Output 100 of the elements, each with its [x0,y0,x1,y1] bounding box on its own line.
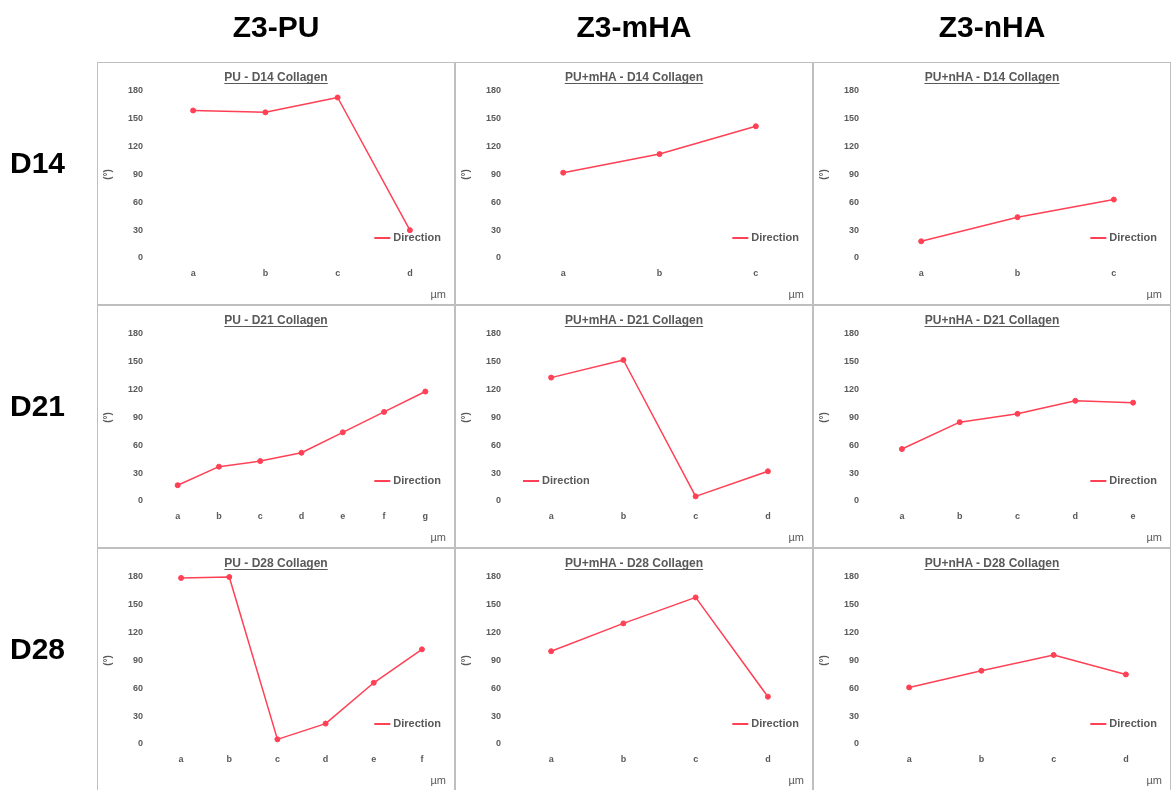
y-tick-label: 0 [854,252,860,263]
y-tick-label: 120 [843,384,860,395]
x-tick-label: c [1111,267,1117,278]
x-axis-title: µm [1146,288,1162,301]
y-tick-label: 30 [491,710,502,721]
y-axis-title: (°) [101,655,113,666]
y-tick-label: 180 [843,85,860,96]
y-tick-label: 180 [127,328,144,339]
chart-title: PU+mHA - D21 Collagen [565,313,703,327]
x-tick-label: a [906,753,913,764]
x-tick-label: d [1123,753,1129,764]
y-tick-label: 90 [491,168,502,179]
y-axis-title: (°) [817,655,829,666]
x-tick-label: d [1072,510,1079,521]
y-axis-title: (°) [459,655,471,666]
x-axis-title: µm [430,774,446,787]
x-tick-label: a [899,510,906,521]
y-tick-label: 0 [854,738,860,749]
x-tick-label: b [620,753,627,764]
x-tick-label: d [298,510,305,521]
y-tick-label: 90 [491,654,502,665]
text: Z3-nHA [937,10,1047,44]
text: Z3-mHA [575,10,693,44]
y-tick-label: 150 [485,356,502,367]
x-tick-label: c [693,753,699,764]
x-axis-title: µm [1146,774,1162,787]
x-tick-label: b [1014,267,1021,278]
y-tick-label: 60 [491,439,502,450]
y-tick-label: 90 [849,168,860,179]
y-tick-label: 60 [491,682,502,693]
x-axis-title: µm [430,531,446,544]
x-tick-label: d [407,267,413,278]
legend-label: Direction [542,474,590,487]
y-tick-label: 120 [485,627,502,638]
y-tick-label: 30 [133,224,144,235]
y-tick-label: 30 [849,467,860,478]
y-tick-label: 60 [133,196,144,207]
y-axis-title: (°) [459,412,471,423]
chart-title: PU - D21 Collagen [224,313,328,327]
y-tick-label: 150 [843,113,860,124]
y-tick-label: 60 [491,196,502,207]
y-tick-label: 0 [138,252,144,263]
y-tick-label: 60 [133,439,144,450]
x-tick-label: a [175,510,182,521]
y-tick-label: 120 [485,141,502,152]
y-tick-label: 60 [849,196,860,207]
y-tick-label: 30 [133,710,144,721]
legend-label: Direction [751,717,800,730]
y-tick-label: 30 [491,467,502,478]
y-tick-label: 30 [133,467,144,478]
y-tick-label: 90 [849,654,860,665]
x-tick-label: f [382,510,387,521]
x-tick-label: a [548,753,555,764]
y-axis-title: (°) [817,412,829,423]
y-tick-label: 180 [843,571,860,582]
x-tick-label: f [420,753,425,764]
y-axis-title: (°) [459,169,471,180]
x-tick-label: c [693,510,699,521]
y-tick-label: 150 [127,356,144,367]
y-tick-label: 0 [854,495,860,506]
x-axis-title: µm [1146,531,1162,544]
x-tick-label: c [335,267,341,278]
y-tick-label: 90 [491,411,502,422]
x-tick-label: d [765,510,771,521]
x-tick-label: c [1015,510,1021,521]
y-tick-label: 150 [127,599,144,610]
y-tick-label: 180 [843,328,860,339]
y-tick-label: 180 [485,571,502,582]
y-axis-title: (°) [101,169,113,180]
x-tick-label: b [956,510,963,521]
y-tick-label: 30 [849,224,860,235]
y-tick-label: 120 [127,384,144,395]
x-axis-title: µm [430,288,446,301]
y-tick-label: 150 [485,599,502,610]
x-tick-label: b [978,753,985,764]
y-tick-label: 180 [485,328,502,339]
x-tick-label: e [340,510,346,521]
x-tick-label: e [371,753,377,764]
y-tick-label: 180 [127,571,144,582]
x-tick-label: b [656,267,663,278]
y-tick-label: 0 [496,252,502,263]
y-tick-label: 60 [849,439,860,450]
x-tick-label: a [548,510,555,521]
chart-title: PU+nHA - D14 Collagen [924,70,1060,84]
y-tick-label: 120 [127,627,144,638]
chart-title: PU+nHA - D28 Collagen [924,556,1060,570]
x-tick-label: c [257,510,263,521]
y-tick-label: 30 [491,224,502,235]
y-tick-label: 150 [127,113,144,124]
y-tick-label: 150 [485,113,502,124]
y-tick-label: 90 [133,654,144,665]
y-axis-title: (°) [101,412,113,423]
x-tick-label: a [560,267,567,278]
text: Z3-PU [231,10,321,44]
chart-title: PU+mHA - D28 Collagen [565,556,703,570]
x-tick-label: b [620,510,627,521]
y-tick-label: 30 [849,710,860,721]
y-tick-label: 90 [133,168,144,179]
y-tick-label: 0 [138,495,144,506]
text: D28 [10,631,67,666]
